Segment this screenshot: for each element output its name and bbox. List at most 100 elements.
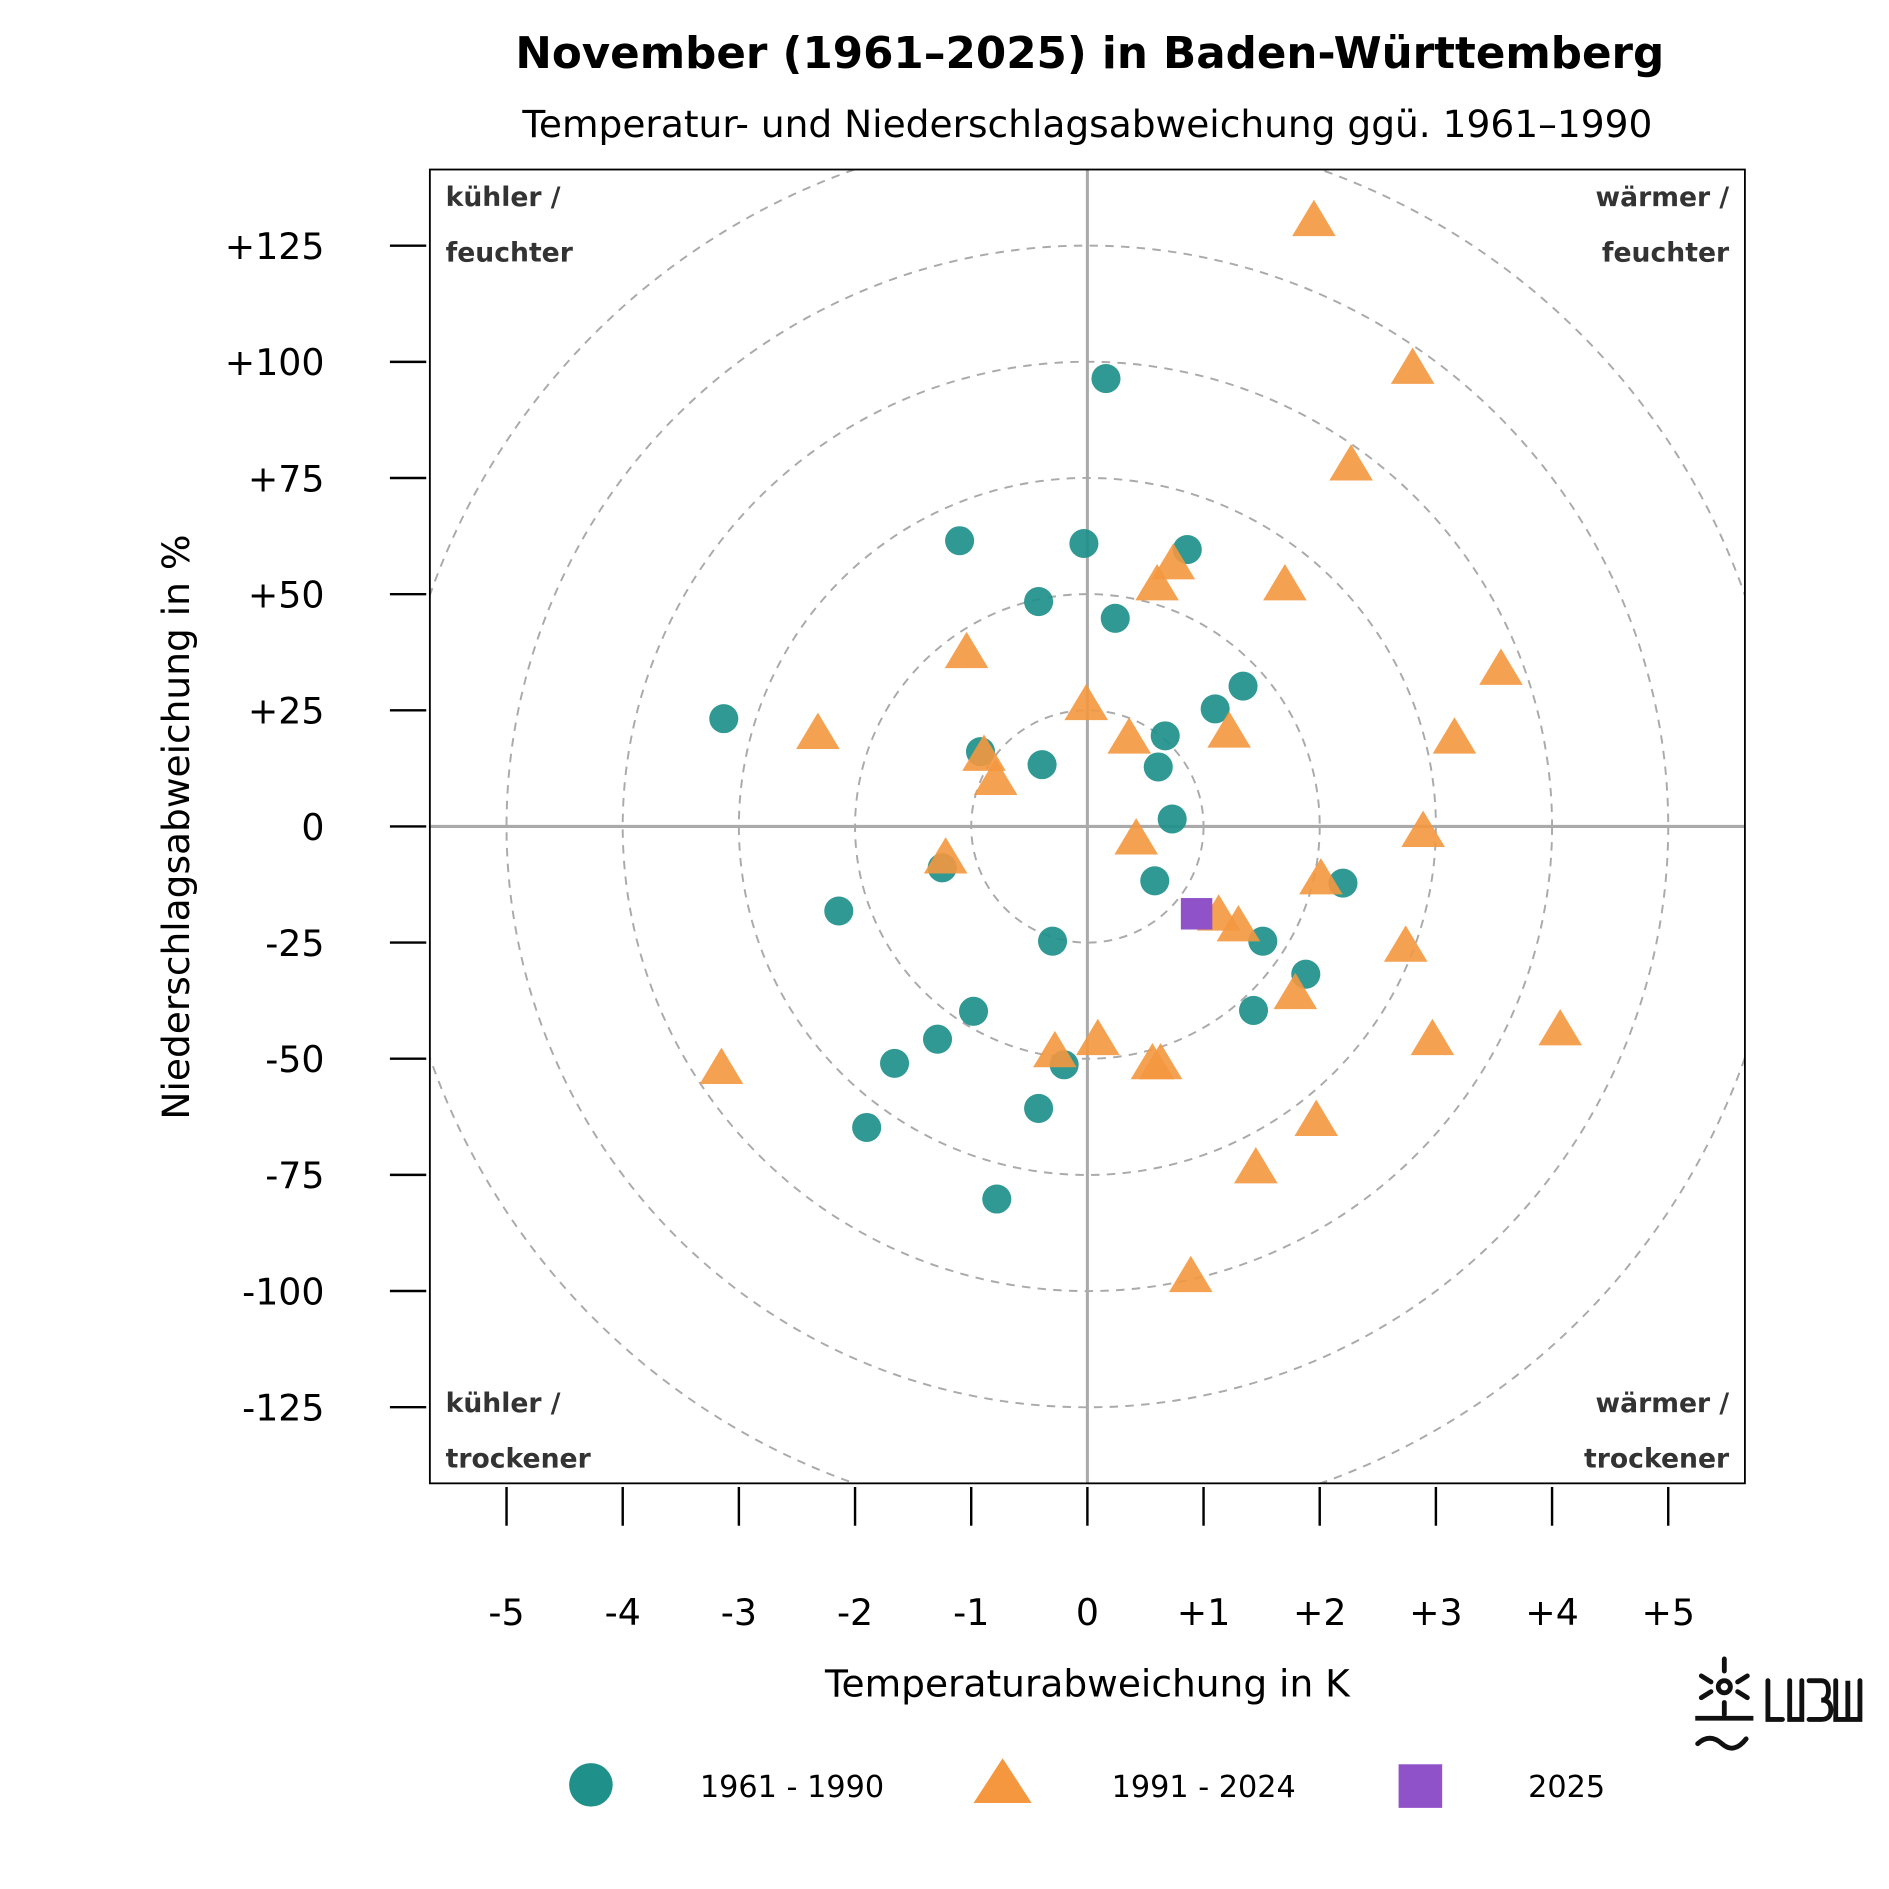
x-tick-label: -2 bbox=[837, 1591, 873, 1634]
data-point-circle bbox=[1091, 364, 1121, 394]
x-tick-label: -5 bbox=[488, 1591, 524, 1634]
plot-grid bbox=[429, 169, 1745, 1484]
legend-label: 1961 - 1990 bbox=[700, 1770, 884, 1805]
y-tick-label: +50 bbox=[248, 573, 325, 616]
data-point-circle bbox=[1143, 752, 1173, 782]
x-tick-label: 0 bbox=[1076, 1591, 1099, 1634]
quadrant-label-bottom-left: kühler / bbox=[446, 1388, 561, 1419]
data-point-triangle bbox=[1294, 1099, 1339, 1136]
x-tick-label: +1 bbox=[1177, 1591, 1231, 1634]
data-point-triangle bbox=[1329, 444, 1373, 481]
x-tick-label: -4 bbox=[605, 1591, 641, 1634]
data-point-circle bbox=[1140, 866, 1170, 896]
data-point-square bbox=[1180, 898, 1213, 930]
data-point-triangle bbox=[923, 837, 968, 874]
legend-square-marker bbox=[1398, 1764, 1443, 1808]
x-axis-label: Temperaturabweichung in K bbox=[824, 1661, 1351, 1705]
legend-label: 1991 - 2024 bbox=[1112, 1770, 1296, 1805]
data-point-triangle bbox=[1107, 717, 1152, 754]
legend-triangle-marker bbox=[973, 1758, 1032, 1804]
quadrant-label-top-left: kühler / bbox=[446, 182, 561, 213]
data-point-circle bbox=[922, 1024, 953, 1054]
data-point-circle bbox=[959, 996, 989, 1026]
quadrant-label-top-right: wärmer / bbox=[1596, 182, 1730, 213]
data-point-triangle bbox=[944, 631, 989, 669]
data-point-triangle bbox=[1135, 563, 1179, 601]
lubw-logo bbox=[1695, 1656, 1863, 1751]
data-point-circle bbox=[1150, 721, 1180, 751]
data-point-circle bbox=[982, 1184, 1012, 1214]
data-point-circle bbox=[1157, 804, 1187, 834]
data-point-triangle bbox=[1114, 818, 1158, 855]
y-tick-label: +125 bbox=[225, 225, 325, 268]
data-points bbox=[699, 199, 1582, 1293]
data-point-triangle bbox=[1234, 1147, 1278, 1184]
data-point-triangle bbox=[699, 1047, 744, 1084]
chart-title: November (1961–2025) in Baden-Württember… bbox=[515, 29, 1664, 79]
quadrant-label-top-left: feuchter bbox=[446, 238, 574, 269]
data-point-circle bbox=[1024, 587, 1054, 617]
plot-frame bbox=[428, 168, 1746, 1485]
data-point-triangle bbox=[1538, 1009, 1582, 1046]
y-tick-label: -25 bbox=[265, 922, 324, 965]
data-point-triangle bbox=[1390, 347, 1435, 384]
x-tick-label: +2 bbox=[1293, 1591, 1347, 1634]
y-tick-label: +25 bbox=[248, 690, 325, 733]
x-tick-label: +4 bbox=[1525, 1591, 1579, 1634]
y-tick-label: +100 bbox=[225, 341, 325, 384]
y-tick-label: -100 bbox=[242, 1270, 324, 1313]
data-point-triangle bbox=[1064, 683, 1109, 721]
y-axis-label: Niederschlagsabweichung in % bbox=[154, 535, 198, 1120]
data-point-circle bbox=[945, 526, 975, 556]
data-point-circle bbox=[1200, 694, 1230, 724]
data-point-triangle bbox=[1263, 563, 1307, 601]
legend-label: 2025 bbox=[1528, 1770, 1605, 1805]
y-axis: +125 +100 +75 +50 +25 0 -25 -50 -75 -100 -125 bbox=[225, 225, 427, 1429]
quadrant-label-bottom-right: trockener bbox=[1584, 1444, 1730, 1475]
y-tick-label: -75 bbox=[265, 1154, 324, 1197]
data-point-triangle bbox=[1401, 810, 1445, 848]
x-tick-label: +3 bbox=[1409, 1591, 1463, 1634]
y-tick-label: 0 bbox=[301, 806, 324, 849]
data-point-circle bbox=[1024, 1093, 1054, 1123]
data-point-triangle bbox=[1216, 904, 1261, 942]
chart-subtitle: Temperatur- und Niederschlagsabweichung … bbox=[521, 102, 1652, 146]
quadrant-label-bottom-right: wärmer / bbox=[1596, 1388, 1730, 1419]
data-point-circle bbox=[1038, 926, 1068, 956]
data-point-triangle bbox=[1033, 1030, 1077, 1068]
data-point-triangle bbox=[1292, 199, 1336, 237]
data-point-triangle bbox=[1076, 1018, 1120, 1056]
data-point-circle bbox=[1069, 528, 1099, 559]
x-tick-label: +5 bbox=[1641, 1591, 1695, 1634]
x-tick-label: -1 bbox=[953, 1591, 989, 1634]
quadrant-label-top-right: feuchter bbox=[1602, 238, 1730, 269]
data-point-triangle bbox=[1273, 972, 1318, 1010]
data-point-triangle bbox=[1432, 717, 1477, 754]
x-axis: -5 -4 -3 -2 -1 0 +1 +2 +3 +4 +5 bbox=[488, 1486, 1695, 1634]
y-tick-label: -50 bbox=[265, 1038, 324, 1081]
data-point-triangle bbox=[1168, 1255, 1213, 1293]
data-point-circle bbox=[1100, 603, 1130, 633]
x-tick-label: -3 bbox=[721, 1591, 757, 1634]
data-point-circle bbox=[1027, 750, 1057, 780]
data-point-circle bbox=[709, 704, 739, 734]
quadrant-label-bottom-left: trockener bbox=[446, 1444, 592, 1475]
data-point-triangle bbox=[1130, 1042, 1175, 1080]
y-tick-label: +75 bbox=[248, 457, 325, 500]
data-point-circle bbox=[852, 1112, 882, 1143]
data-point-triangle bbox=[1479, 648, 1523, 685]
legend: 1961 - 1990 1991 - 2024 2025 bbox=[569, 1758, 1605, 1808]
data-point-triangle bbox=[1151, 543, 1196, 580]
data-point-triangle bbox=[1299, 858, 1343, 895]
data-point-triangle bbox=[1207, 711, 1251, 748]
data-point-triangle bbox=[796, 712, 840, 749]
data-point-circle bbox=[880, 1048, 910, 1078]
data-point-triangle bbox=[973, 758, 1018, 795]
y-tick-label: -125 bbox=[242, 1386, 324, 1429]
data-point-circle bbox=[824, 896, 854, 926]
data-point-circle bbox=[1238, 995, 1269, 1025]
data-point-triangle bbox=[1410, 1018, 1455, 1056]
legend-circle-marker bbox=[569, 1763, 613, 1807]
data-point-triangle bbox=[1383, 925, 1428, 962]
